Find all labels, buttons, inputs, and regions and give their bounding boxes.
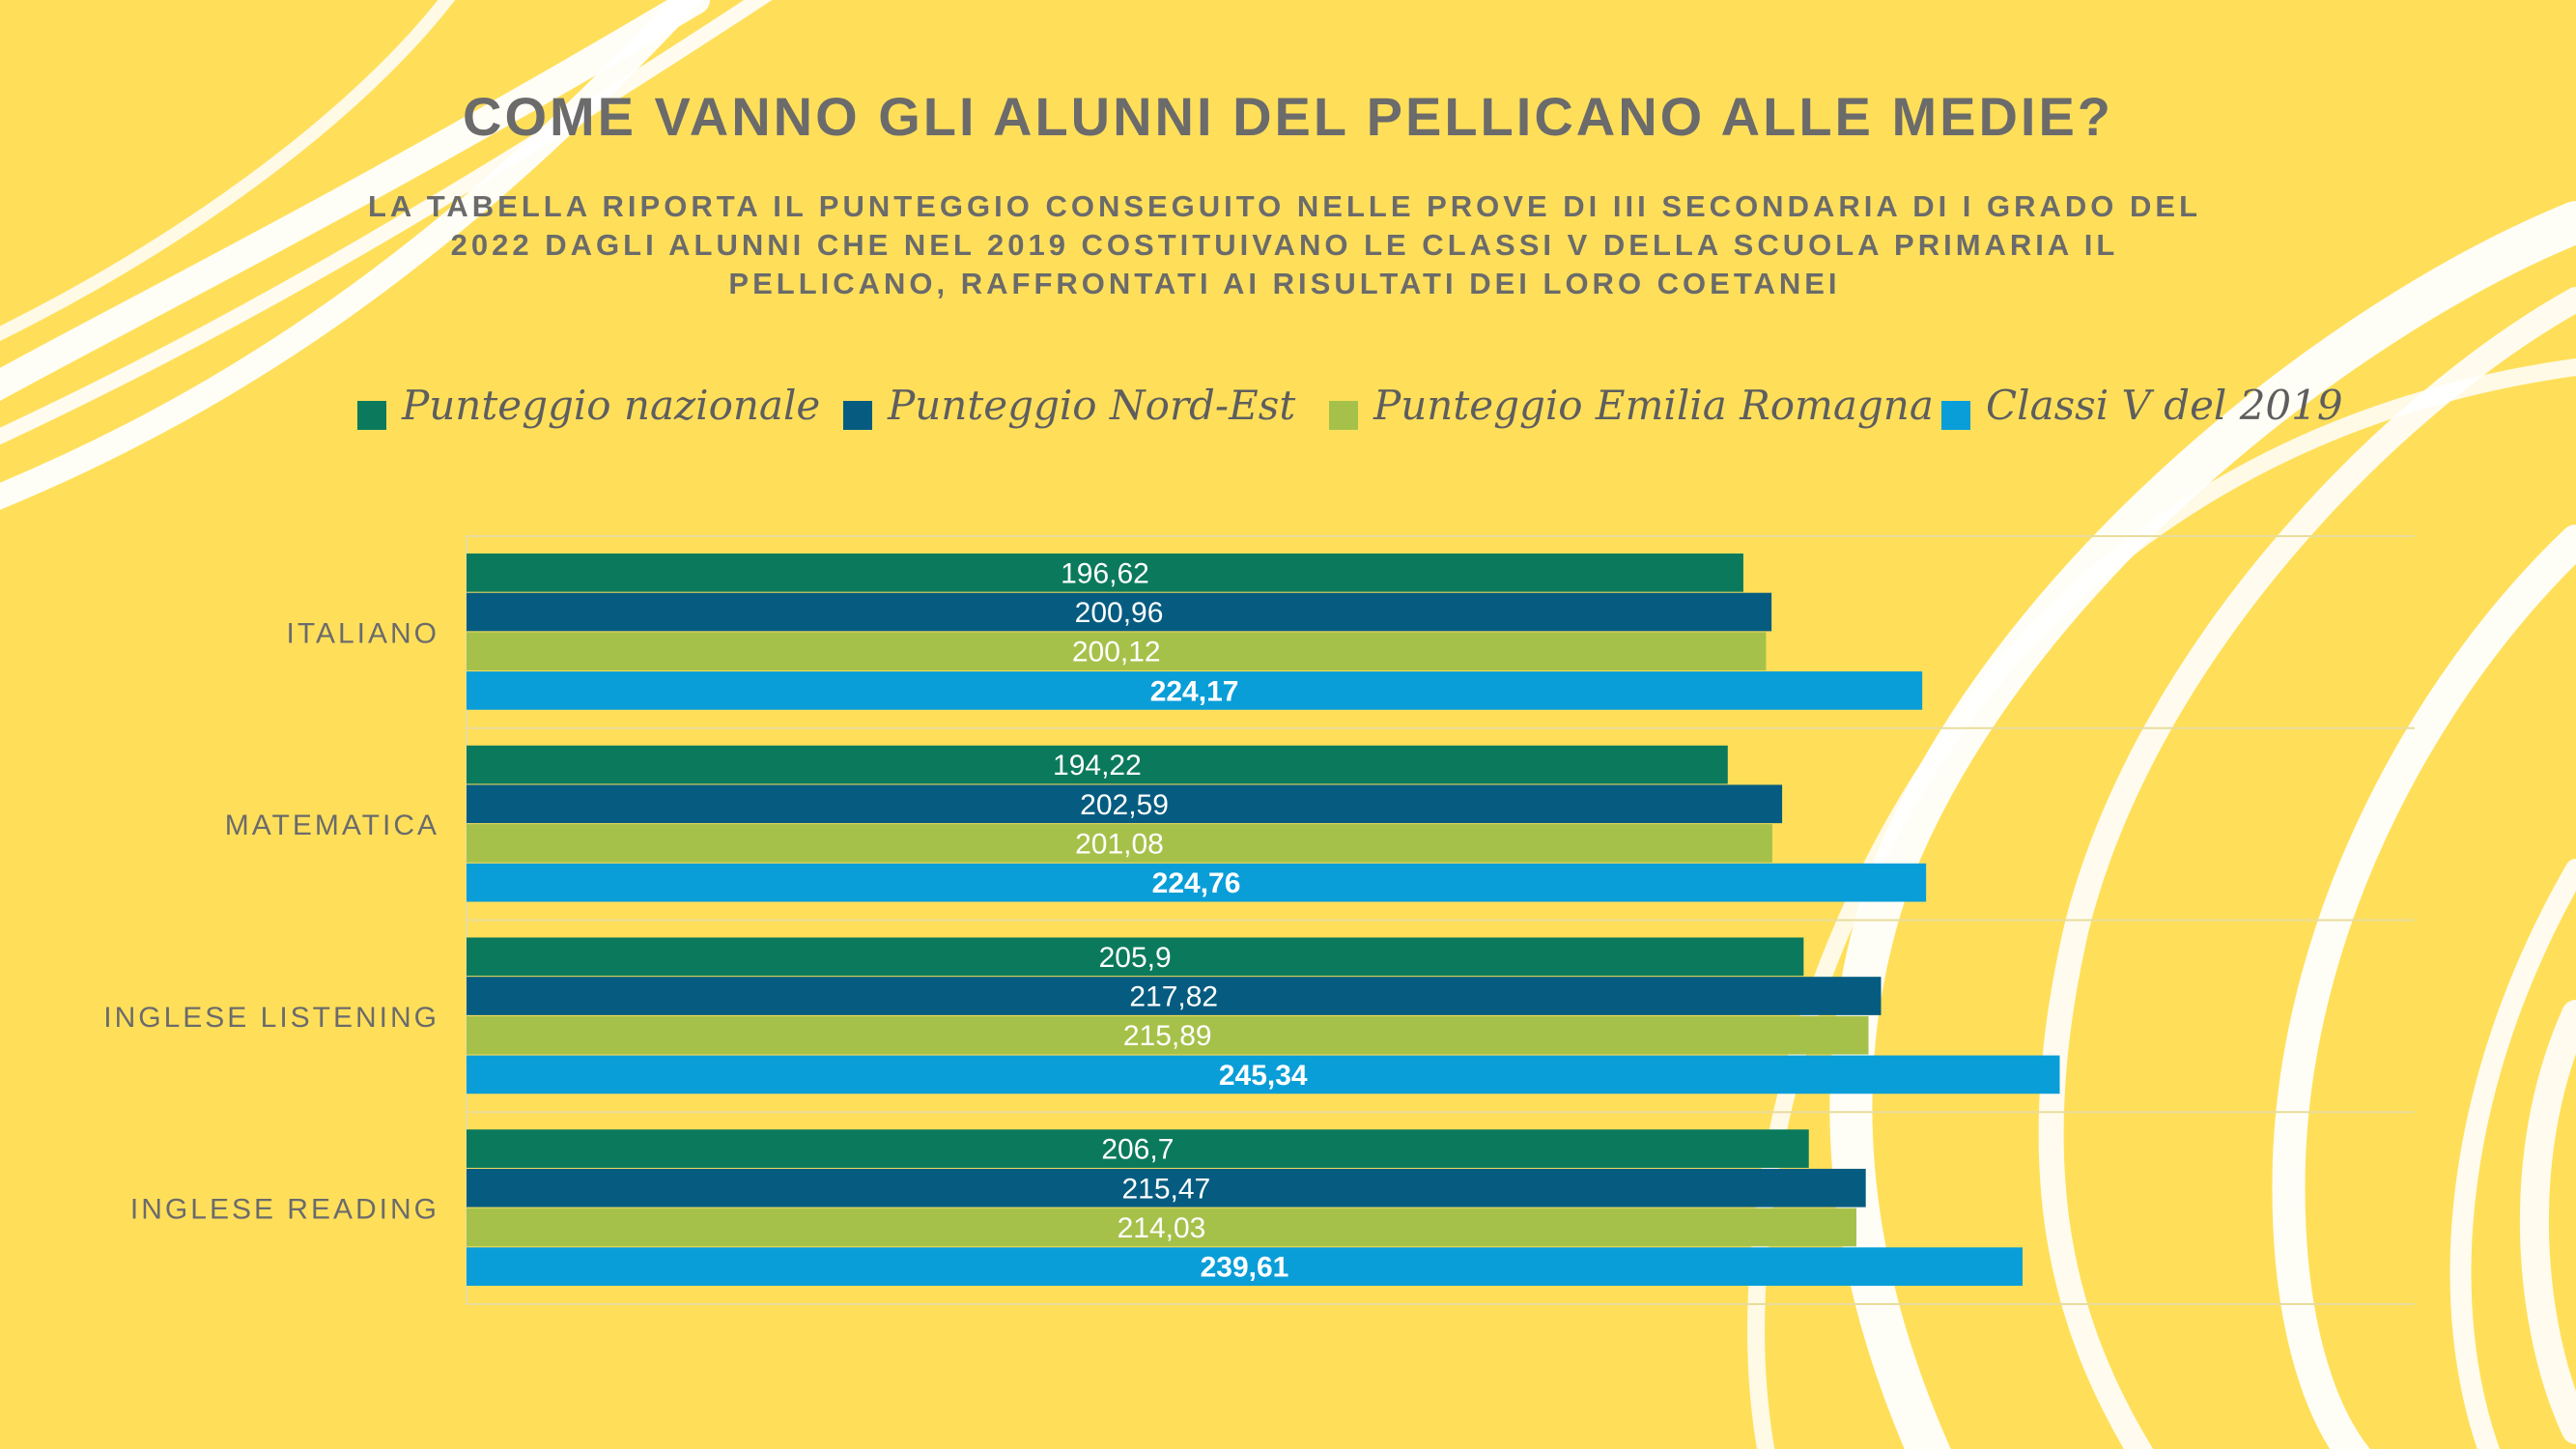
- bar: [467, 592, 1772, 632]
- bar: [467, 784, 1783, 824]
- legend-swatch-nord-est: [843, 401, 872, 430]
- bar: [467, 863, 1927, 902]
- data-label: 215,47: [1121, 1173, 1210, 1205]
- page-subtitle: LA TABELLA RIPORTA IL PUNTEGGIO CONSEGUI…: [367, 189, 2202, 300]
- bar: [467, 937, 1804, 977]
- bar: [467, 977, 1882, 1015]
- category-label: ITALIANO: [287, 617, 439, 649]
- category-label: INGLESE READING: [130, 1194, 439, 1226]
- legend-label-emilia-romagna: Punteggio Emilia Romagna: [1373, 382, 1934, 429]
- data-label: 206,7: [1101, 1134, 1174, 1166]
- data-label: 194,22: [1053, 750, 1142, 781]
- bar: [467, 745, 1728, 784]
- bar: [467, 1015, 1869, 1055]
- bar: [467, 824, 1772, 863]
- bar: [467, 1168, 1866, 1208]
- data-label: 245,34: [1219, 1060, 1308, 1092]
- data-label: 239,61: [1201, 1252, 1289, 1284]
- legend-swatch-classi-v: [1941, 401, 1970, 430]
- bar: [467, 554, 1743, 592]
- chart-legend: Punteggio nazionale Punteggio Nord-Est P…: [0, 382, 2576, 440]
- data-label: 201,08: [1075, 828, 1164, 860]
- bar: [467, 632, 1767, 671]
- legend-label-nazionale: Punteggio nazionale: [402, 382, 821, 429]
- bar: [467, 1055, 2060, 1094]
- data-label: 214,03: [1118, 1212, 1206, 1244]
- data-label: 217,82: [1129, 981, 1218, 1013]
- data-label: 224,76: [1152, 867, 1241, 899]
- data-label: 202,59: [1080, 789, 1169, 821]
- data-label: 196,62: [1061, 557, 1149, 589]
- category-label: MATEMATICA: [225, 810, 439, 841]
- data-label: 200,96: [1075, 597, 1164, 629]
- data-label: 215,89: [1123, 1020, 1212, 1052]
- bar: [467, 1208, 1856, 1247]
- data-label: 205,9: [1099, 942, 1172, 974]
- legend-label-nord-est: Punteggio Nord-Est: [888, 382, 1296, 429]
- data-label: 200,12: [1072, 637, 1161, 668]
- category-label: INGLESE LISTENING: [103, 1002, 439, 1034]
- bar: [467, 671, 1923, 710]
- legend-swatch-emilia-romagna: [1329, 401, 1358, 430]
- legend-swatch-nazionale: [357, 401, 386, 430]
- page-title: COME VANNO GLI ALUNNI DEL PELLICANO ALLE…: [463, 86, 2113, 147]
- data-label: 224,17: [1150, 675, 1239, 707]
- legend-label-classi-v: Classi V del 2019: [1986, 382, 2343, 429]
- bar: [467, 1129, 1809, 1168]
- bar: [467, 1247, 2023, 1286]
